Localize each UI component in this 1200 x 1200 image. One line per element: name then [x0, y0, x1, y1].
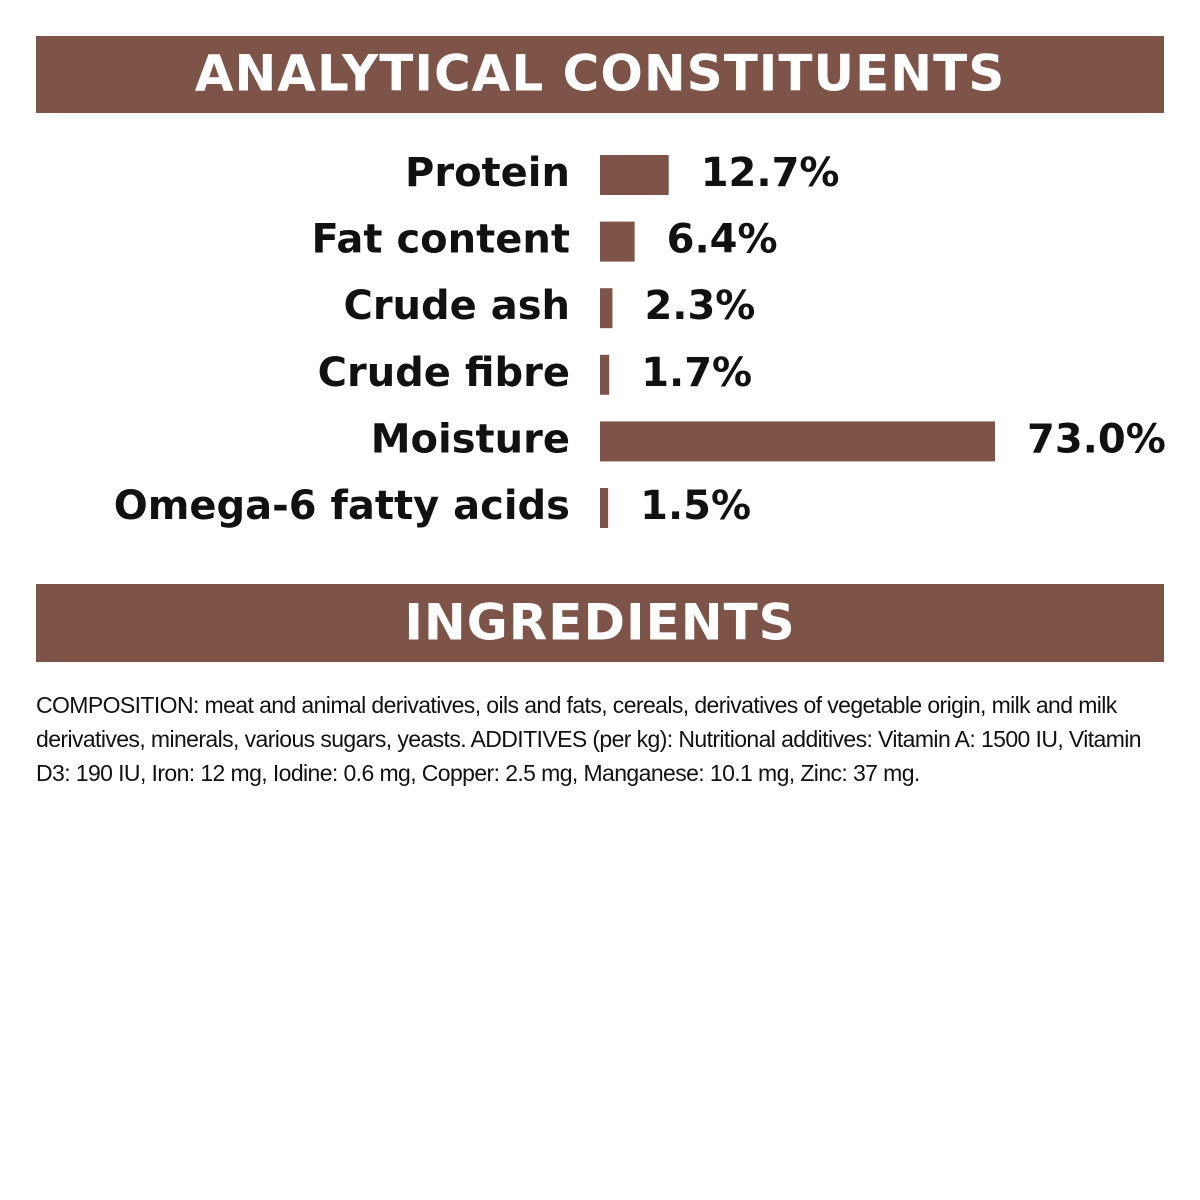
category-label: Fat content — [311, 217, 570, 263]
ingredients-text: COMPOSITION: meat and animal derivatives… — [36, 692, 1142, 786]
value-label: 12.7% — [701, 150, 840, 196]
bar — [600, 288, 613, 329]
category-label: Protein — [405, 150, 570, 196]
category-label: Crude fibre — [318, 350, 570, 396]
header-band — [36, 584, 1164, 662]
value-label: 73.0% — [1027, 416, 1166, 462]
chart: ANALYTICAL CONSTITUENTS INGREDIENTS Prot… — [36, 36, 1166, 662]
category-label: Omega-6 fatty acids — [114, 483, 570, 529]
category-label: Crude ash — [343, 283, 570, 329]
bar — [600, 421, 995, 462]
category-label: Moisture — [371, 416, 570, 462]
bar — [600, 155, 669, 195]
value-label: 1.7% — [641, 350, 752, 396]
value-label: 6.4% — [667, 217, 778, 263]
chart-title: ANALYTICAL CONSTITUENTS — [195, 45, 1005, 103]
section-title: INGREDIENTS — [404, 594, 795, 652]
value-label: 1.5% — [640, 483, 751, 529]
bar — [600, 354, 610, 395]
value-label: 2.3% — [644, 283, 755, 329]
bar — [600, 488, 609, 528]
header-band — [36, 36, 1164, 113]
bar — [600, 221, 635, 262]
